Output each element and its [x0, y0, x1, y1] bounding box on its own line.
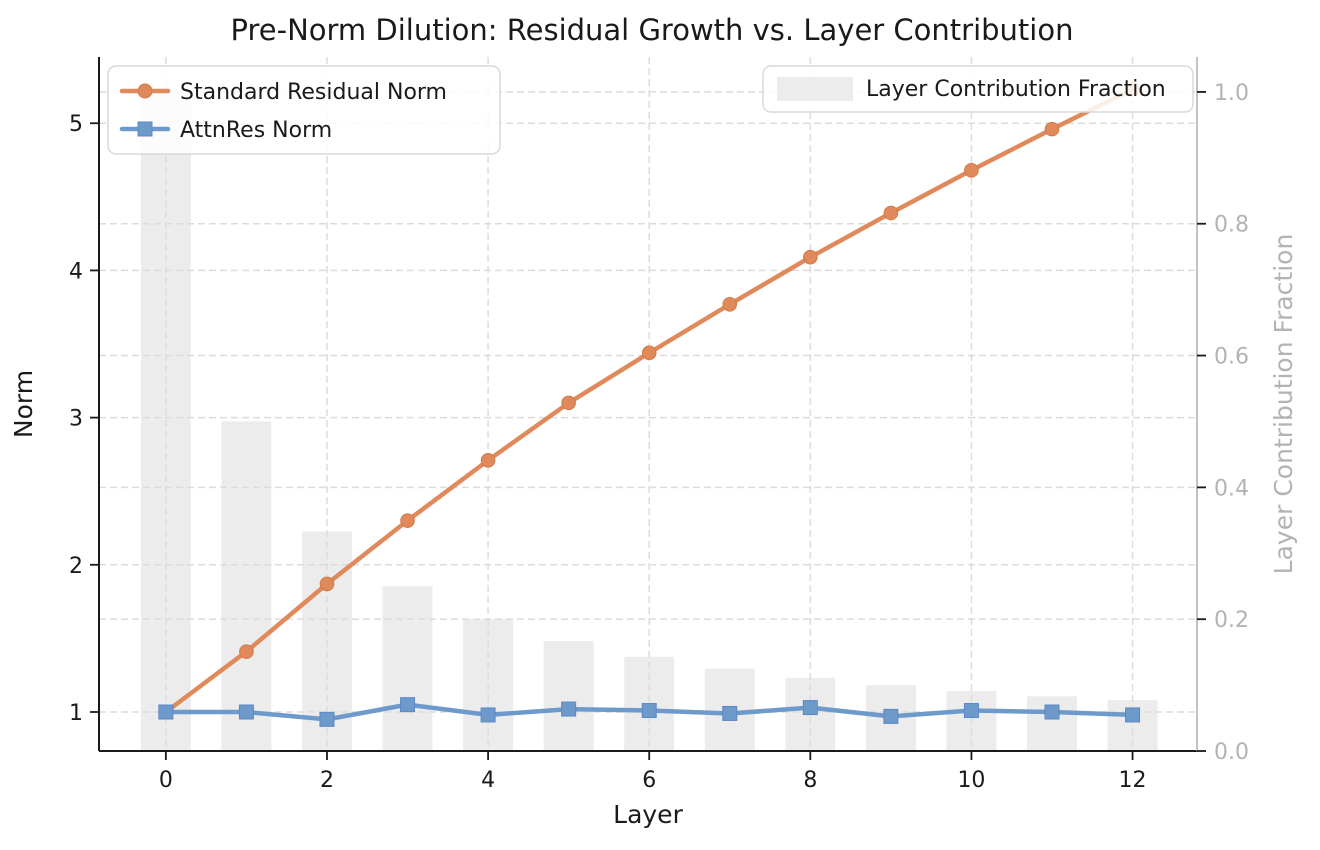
data-point-circle	[480, 453, 496, 468]
bottom-tick-label: 4	[481, 768, 495, 793]
bar-layer-contribution	[382, 586, 433, 751]
data-point-square	[238, 704, 254, 720]
data-point-circle	[641, 345, 657, 361]
legend-attnres-label: AttnRes Norm	[180, 118, 332, 143]
left-tick-label: 2	[69, 554, 83, 579]
data-point-circle	[561, 395, 576, 411]
legend-bars: Layer Contribution Fraction	[762, 65, 1194, 113]
left-tick-label: 4	[69, 259, 83, 284]
left-tick-label: 1	[69, 701, 83, 726]
right-tick-label: 1.0	[1214, 81, 1249, 106]
data-point-square	[883, 708, 899, 724]
data-point-square	[963, 703, 979, 719]
y-axis-label-left: Norm	[9, 370, 38, 438]
data-point-square	[158, 704, 174, 720]
bottom-tick-label: 10	[957, 768, 985, 793]
data-point-square	[722, 705, 738, 721]
right-tick-label: 0.4	[1214, 476, 1249, 501]
data-point-square	[802, 700, 818, 716]
legend-lines: Standard Residual Norm AttnRes Norm	[107, 65, 501, 155]
bottom-tick-label: 0	[159, 768, 173, 793]
data-point-square	[641, 703, 657, 719]
data-point-circle	[319, 576, 335, 592]
data-point-circle	[964, 163, 979, 178]
legend-bars-box	[762, 65, 1194, 113]
bar-layer-contribution	[140, 91, 191, 752]
legend-standard-label: Standard Residual Norm	[180, 80, 447, 105]
right-tick-label: 0.2	[1214, 608, 1249, 633]
bottom-tick-label: 6	[642, 768, 656, 793]
bottom-tick-label: 2	[320, 768, 334, 793]
data-point-square	[1044, 704, 1060, 720]
x-axis-label: Layer	[613, 800, 683, 829]
left-tick-label: 3	[69, 407, 83, 432]
data-point-square	[561, 701, 577, 717]
right-tick-label: 0.6	[1214, 345, 1249, 370]
data-point-square	[319, 711, 335, 727]
bottom-tick-label: 12	[1119, 768, 1147, 793]
bar-layer-contribution	[221, 421, 272, 751]
data-point-circle	[883, 205, 899, 221]
bar-layer-contribution	[946, 691, 997, 751]
bar-layer-contribution	[543, 640, 594, 751]
right-tick-label: 0.8	[1214, 213, 1249, 238]
line-series-layer	[158, 82, 1141, 727]
data-point-circle	[239, 644, 254, 659]
data-point-circle	[1044, 121, 1060, 137]
gridlines	[99, 57, 1197, 751]
right-tick-label: 0.0	[1214, 740, 1249, 765]
data-point-circle	[722, 296, 738, 312]
legend-bars-label: Layer Contribution Fraction	[866, 77, 1166, 102]
data-point-square	[1125, 707, 1141, 723]
chart-title: Pre-Norm Dilution: Residual Growth vs. L…	[231, 13, 1074, 47]
data-point-circle	[400, 513, 415, 528]
legend-bar-patch-icon	[777, 77, 853, 101]
data-point-circle	[803, 249, 818, 265]
data-point-square	[480, 707, 496, 723]
legend-lines-box	[107, 65, 501, 155]
y-axis-label-right: Layer Contribution Fraction	[1269, 234, 1298, 575]
data-point-square	[400, 697, 416, 713]
left-tick-label: 5	[69, 112, 83, 137]
bar-layer-contribution	[463, 619, 514, 751]
legend-attnres-marker-icon	[137, 121, 153, 137]
bottom-tick-label: 8	[803, 768, 817, 793]
legend-standard-marker-icon	[137, 83, 153, 99]
